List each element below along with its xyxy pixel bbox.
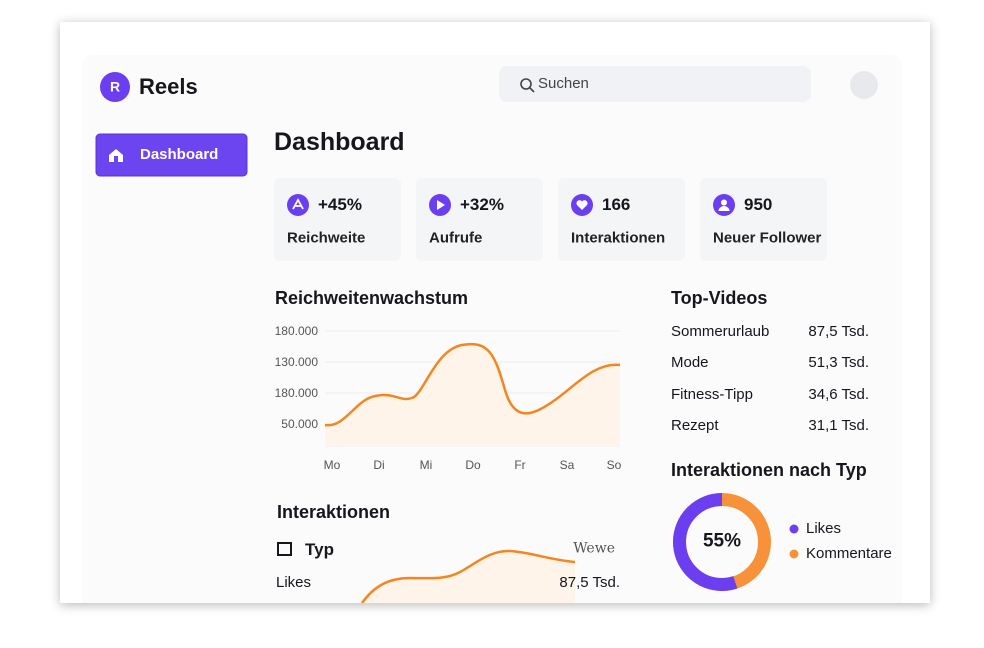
stat-label: Reichweite: [287, 229, 366, 247]
header-icon: [277, 542, 292, 556]
nav-label[interactable]: Dashboard: [140, 146, 219, 163]
donut-share: [673, 493, 771, 591]
legend-label: Likes: [806, 520, 842, 537]
y-tick-label: 130.000: [274, 354, 318, 369]
section-title: Interaktionen: [277, 502, 391, 523]
y-tick-label: 180.000: [274, 385, 318, 400]
y-tick-label: 50.000: [281, 416, 318, 431]
stat-value: +32%: [460, 195, 504, 214]
line: [324, 342, 621, 427]
search-icon: [529, 87, 535, 93]
x-tick-label: So: [606, 457, 622, 472]
stat-value: 166: [602, 195, 631, 214]
section-title: Top-Videos: [671, 288, 768, 309]
area: [325, 344, 620, 446]
stat-card: 166 Interaktionen: [558, 178, 685, 261]
logo-letter: R: [109, 78, 121, 95]
search-box[interactable]: [499, 66, 811, 102]
row-name: Mode: [671, 354, 709, 372]
line: [360, 549, 576, 603]
search-icon: [520, 78, 532, 90]
donut-label: 55%: [702, 530, 742, 552]
window: R Reels Suchen Dashboard Dashboard +45% …: [60, 22, 930, 603]
logo: [100, 72, 130, 102]
x-tick-label: Di: [373, 457, 385, 472]
section-title: Interaktionen nach Typ: [671, 460, 867, 481]
legend-label: Kommentare: [806, 545, 892, 562]
stat-label: Interaktionen: [571, 229, 666, 247]
stat-label: Aufrufe: [429, 229, 483, 247]
row-name: Rezept: [671, 416, 719, 434]
legend-dot: [789, 549, 799, 559]
stat-icon: [571, 194, 593, 216]
row-value: 87,5 Tsd.: [808, 323, 869, 340]
row-name: Sommerurlaub: [671, 323, 770, 340]
stat-value: +45%: [318, 195, 362, 214]
avatar[interactable]: [850, 71, 878, 99]
row-name: Fitness-Tipp: [671, 385, 753, 403]
legend-dot: [789, 524, 799, 534]
search-placeholder[interactable]: Suchen: [538, 75, 589, 92]
x-tick-label: Mo: [323, 457, 341, 472]
stat-icon: [429, 194, 451, 216]
x-tick-label: Mi: [419, 457, 433, 472]
area: [362, 550, 575, 603]
stat-icon: [287, 194, 309, 216]
row-name: Likes: [276, 574, 312, 591]
stat-value: 950: [744, 195, 773, 214]
row-value: 34,6 Tsd.: [808, 385, 869, 403]
stat-icon: [713, 194, 735, 216]
home-icon: [114, 156, 118, 162]
graphics: [95, 66, 878, 603]
column-header: Typ: [305, 539, 334, 559]
stat-card: +45% Reichweite: [274, 178, 401, 261]
section-title: Reichweitenwachstum: [275, 288, 469, 309]
home-icon: [109, 149, 123, 162]
row-value: 31,1 Tsd.: [808, 416, 869, 434]
nav-item[interactable]: [95, 133, 248, 177]
app-name: Reels: [139, 73, 198, 99]
y-tick-label: 180.000: [274, 323, 318, 338]
x-tick-label: Do: [465, 457, 481, 472]
row-value: 51,3 Tsd.: [808, 354, 869, 372]
stat-label: Neuer Follower: [713, 229, 822, 247]
row-value: 87,5 Tsd.: [559, 574, 620, 591]
stat-card: 950 Neuer Follower: [700, 178, 827, 261]
x-tick-label: Sa: [559, 457, 575, 472]
page-title: Dashboard: [274, 128, 405, 156]
column-header: Wewe: [573, 540, 615, 557]
stat-card: +32% Aufrufe: [416, 178, 543, 261]
x-tick-label: Fr: [514, 457, 526, 472]
